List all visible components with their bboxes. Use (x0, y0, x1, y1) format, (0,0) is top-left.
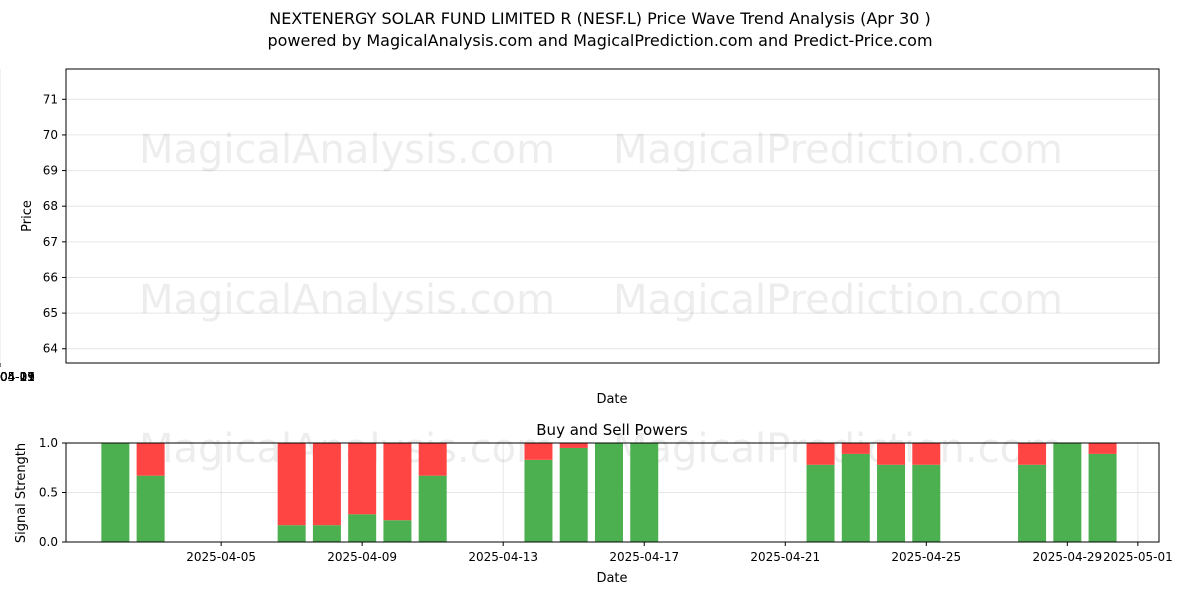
buy-bar (312, 525, 341, 542)
watermark-text: MagicalPrediction.com (613, 127, 1063, 173)
buy-bar (348, 514, 377, 542)
y-tick-label: 67 (43, 235, 58, 249)
chart-subtitle: powered by MagicalAnalysis.com and Magic… (267, 31, 933, 50)
buy-bar (841, 453, 870, 542)
signal-chart-watermarks: MagicalAnalysis.com MagicalPrediction.co… (139, 426, 1063, 472)
sell-bar (1018, 443, 1047, 465)
buy-bar (136, 475, 165, 542)
x-tick-label: 2025-04-01 (0, 370, 35, 384)
buy-bar (277, 525, 306, 542)
watermark-text: MagicalAnalysis.com (139, 277, 555, 323)
x-tick-label: 2025-04-05 (186, 550, 256, 564)
sell-bar (1088, 443, 1117, 454)
y-tick-label: 0.5 (39, 486, 58, 500)
signal-x-axis-label: Date (596, 571, 627, 586)
buy-bar (1018, 464, 1047, 542)
watermark-text: MagicalPrediction.com (613, 277, 1063, 323)
watermark-text: MagicalPrediction.com (613, 426, 1063, 472)
x-tick-label: 2025-04-09 (327, 550, 397, 564)
buy-bar (101, 443, 130, 542)
x-tick-label: 2025-04-21 (0, 370, 35, 384)
buy-bar (630, 443, 659, 542)
x-tick-label: 2025-04-17 (0, 370, 35, 384)
y-tick-label: 70 (43, 128, 58, 142)
y-tick-label: 71 (43, 92, 58, 106)
x-tick-label: 2025-05-01 (0, 370, 35, 384)
buy-bar (912, 464, 941, 542)
buy-bar (559, 447, 588, 542)
sell-bar (877, 443, 906, 465)
price-chart-watermarks: MagicalAnalysis.com MagicalPrediction.co… (139, 127, 1063, 323)
buy-bar (594, 443, 623, 542)
x-tick-label: 2025-04-25 (891, 550, 961, 564)
y-tick-label: 68 (43, 199, 58, 213)
sell-bar (841, 443, 870, 454)
sell-bar (806, 443, 835, 465)
x-tick-label: 2025-05-01 (1103, 550, 1173, 564)
y-tick-label: 1.0 (39, 436, 58, 450)
y-tick-label: 0.0 (39, 535, 58, 549)
x-tick-label: 2025-04-29 (0, 370, 35, 384)
y-tick-label: 69 (43, 164, 58, 178)
buy-bar (524, 459, 553, 542)
sell-bar (348, 443, 377, 515)
watermark-text: MagicalAnalysis.com (139, 127, 555, 173)
x-tick-label: 2025-04-21 (750, 550, 820, 564)
sell-bar (136, 443, 165, 476)
sell-bar (524, 443, 553, 460)
x-tick-label: 2025-04-17 (609, 550, 679, 564)
buy-bar (418, 475, 447, 542)
sell-bar (559, 443, 588, 448)
signal-bars (101, 443, 1117, 542)
x-tick-label: 2025-04-05 (0, 370, 35, 384)
sell-bar (912, 443, 941, 465)
price-x-axis-label: Date (596, 392, 627, 407)
x-tick-label: 2025-04-13 (468, 550, 538, 564)
y-tick-label: 65 (43, 306, 58, 320)
buy-bar (806, 464, 835, 542)
chart-title: NEXTENERGY SOLAR FUND LIMITED R (NESF.L)… (269, 9, 931, 28)
y-tick-label: 66 (43, 270, 58, 284)
sell-bar (383, 443, 412, 521)
signal-chart-axes: 2025-04-05 2025-04-09 2025-04-13 2025-04-17… (39, 436, 1173, 564)
price-y-axis-label: Price (20, 200, 35, 232)
buy-bar (877, 464, 906, 542)
sell-bar (418, 443, 447, 476)
buy-bar (383, 520, 412, 542)
x-tick-label: 2025-04-25 (0, 370, 35, 384)
x-tick-label: 2025-04-13 (0, 370, 35, 384)
sell-bar (277, 443, 306, 526)
sell-bar (312, 443, 341, 526)
signal-chart-title: Buy and Sell Powers (536, 421, 688, 439)
x-tick-label: 2025-04-29 (1032, 550, 1102, 564)
signal-y-axis-label: Signal Strength (14, 443, 29, 543)
price-chart-frame (65, 68, 1160, 364)
price-chart-grid (0, 69, 1159, 363)
buy-bar (1088, 453, 1117, 542)
x-tick-label: 2025-04-09 (0, 370, 35, 384)
watermark-text: MagicalAnalysis.com (139, 426, 555, 472)
y-tick-label: 64 (43, 342, 58, 356)
price-chart-axes: 2025-04-012025-04-052025-04-092025-04-13… (0, 92, 66, 384)
buy-bar (1053, 443, 1082, 542)
